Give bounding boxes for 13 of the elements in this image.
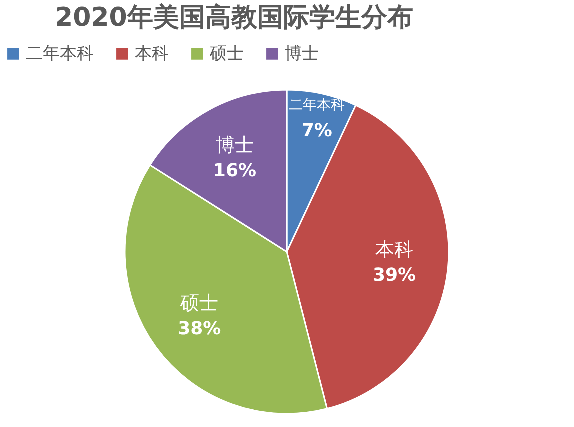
data-label: 16% [213,160,257,182]
slice-label: 二年本科 [289,97,346,114]
legend-label: 本科 [135,44,169,64]
slice-label: 硕士 [180,292,219,314]
data-label: 39% [372,265,416,286]
data-label: 7% [302,120,332,142]
legend-label: 博士 [285,44,319,64]
chart-title: 2020年美国高教国际学生分布 [55,3,414,33]
slice-label: 本科 [376,239,414,262]
legend-label: 硕士 [209,44,244,64]
legend-label: 二年本科 [26,44,94,64]
slice-label: 博士 [216,134,254,156]
data-label: 38% [178,318,222,340]
